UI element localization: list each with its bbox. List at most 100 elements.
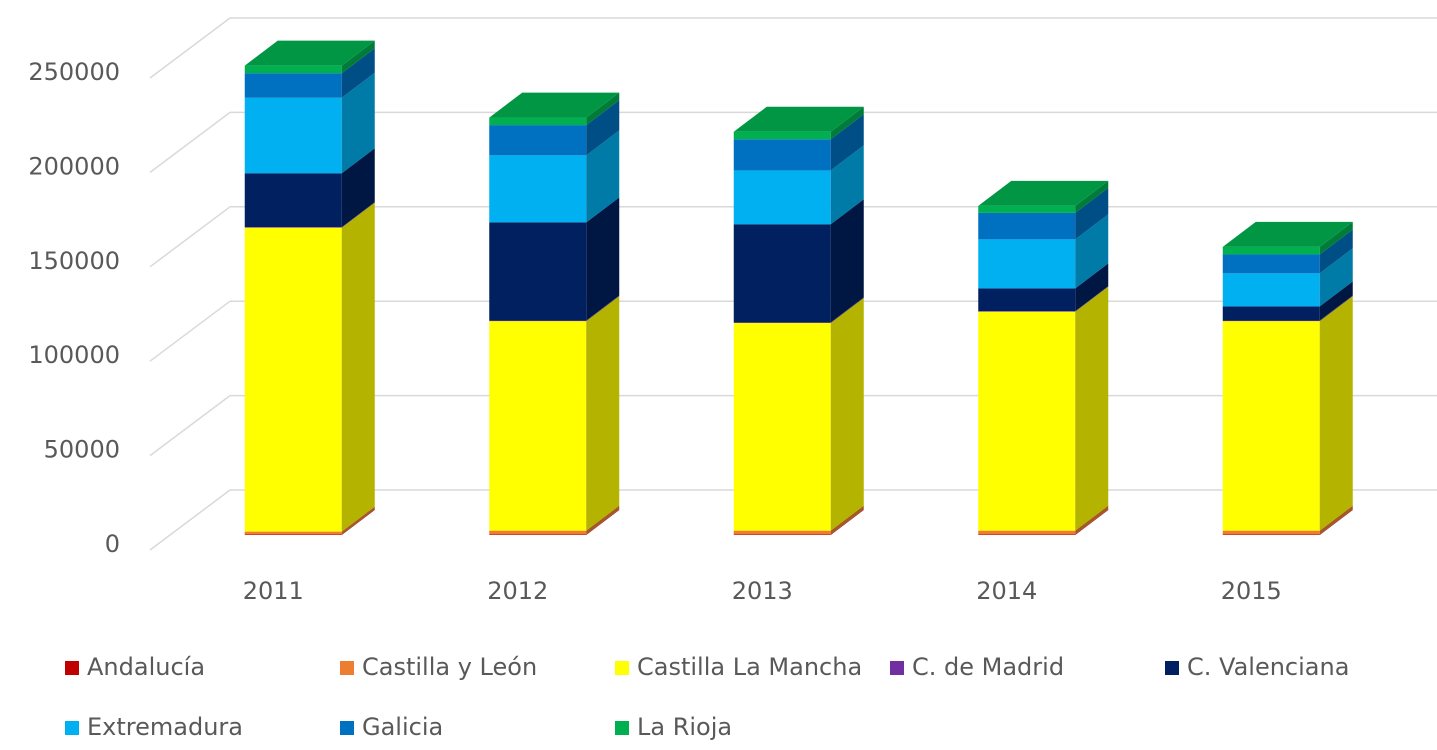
bar-side (1075, 509, 1109, 535)
bar-side (586, 295, 620, 322)
bar-side (341, 509, 375, 535)
bar-side (341, 48, 375, 98)
grid-line (149, 395, 231, 457)
bar-segment (733, 322, 831, 323)
y-tick-label: 50000 (44, 436, 120, 464)
bar-side (586, 197, 620, 321)
bar-side (1075, 505, 1109, 535)
bar-segment (244, 531, 342, 535)
bar-segment (978, 212, 1076, 240)
x-tick-label: 2011 (243, 577, 304, 605)
bar-top (733, 106, 864, 132)
bar-top (1222, 221, 1353, 247)
bar-segment (489, 534, 587, 535)
legend-swatch (615, 721, 629, 735)
bar-segment (489, 321, 587, 531)
bar-side (586, 92, 620, 126)
legend-label: Castilla y León (362, 653, 537, 681)
bar-segment (1222, 320, 1320, 322)
grid-line (149, 111, 231, 173)
bar-segment (733, 139, 831, 171)
legend-label: La Rioja (637, 713, 732, 741)
bar-segment (978, 239, 1076, 289)
bar-side (1075, 286, 1109, 312)
y-tick-label: 150000 (28, 247, 120, 275)
bar-side (341, 202, 375, 532)
bar-side (1319, 281, 1353, 321)
bar-side (1075, 180, 1109, 213)
bar-side (1319, 229, 1353, 274)
bar-segment (489, 125, 587, 156)
bar-segment (1222, 530, 1320, 535)
bar-side (586, 100, 620, 156)
legend-label: C. de Madrid (912, 653, 1064, 681)
grid-line (149, 300, 231, 362)
x-tick-label: 2012 (487, 577, 548, 605)
bar-segment (489, 155, 587, 223)
bar-segment (733, 530, 831, 535)
grid-line (149, 206, 231, 268)
bar-side (830, 114, 864, 171)
bar-segment (978, 311, 1076, 531)
grid-line (149, 489, 231, 551)
bar-segment (1222, 273, 1320, 307)
grid-line (149, 17, 231, 79)
bar-segment (978, 534, 1076, 535)
bar-side (341, 40, 375, 74)
bar-segment (244, 227, 342, 532)
bar-side (341, 202, 375, 228)
bar-side (341, 148, 375, 228)
bar-side (830, 505, 864, 535)
bar-segment (1222, 534, 1320, 535)
bar-top (244, 40, 375, 66)
bar-side (830, 297, 864, 323)
bar-side (1319, 505, 1353, 535)
bar-segment (244, 534, 342, 535)
bar-side (586, 296, 620, 531)
legend-label: C. Valenciana (1187, 653, 1349, 681)
bar-side (830, 509, 864, 535)
legend-label: Galicia (362, 713, 443, 741)
bar-top (978, 180, 1109, 206)
bar-top (489, 92, 620, 118)
bar-side (586, 130, 620, 223)
bar-side (830, 145, 864, 225)
legend-label: Castilla La Mancha (637, 653, 862, 681)
legend-swatch (890, 661, 904, 675)
legend-swatch (340, 661, 354, 675)
bar-side (1319, 295, 1353, 322)
bar-side (341, 506, 375, 535)
x-tick-label: 2015 (1221, 577, 1282, 605)
bar-side (1319, 296, 1353, 531)
bar-segment (489, 117, 587, 126)
bar-segment (733, 224, 831, 323)
bar-segment (733, 322, 831, 531)
bar-segment (244, 227, 342, 228)
legend-swatch (65, 721, 79, 735)
bar-side (830, 106, 864, 140)
legend-swatch (1165, 661, 1179, 675)
bar-segment (1222, 306, 1320, 321)
bar-segment (244, 65, 342, 74)
bar-segment (489, 320, 587, 322)
bar-side (830, 297, 864, 531)
bar-side (1075, 286, 1109, 531)
bar-side (1075, 263, 1109, 312)
bar-segment (244, 73, 342, 98)
bar-segment (1222, 321, 1320, 531)
bar-segment (489, 222, 587, 321)
legend-label: Andalucía (87, 653, 205, 681)
legend-label: Extremadura (87, 713, 243, 741)
bar-segment (244, 97, 342, 174)
bar-segment (978, 530, 1076, 535)
bar-segment (244, 173, 342, 228)
legend-swatch (65, 661, 79, 675)
y-tick-label: 200000 (28, 152, 120, 180)
y-tick-label: 100000 (28, 341, 120, 369)
bar-side (586, 505, 620, 535)
bar-segment (978, 205, 1076, 213)
bar-side (341, 72, 375, 174)
x-tick-label: 2014 (976, 577, 1037, 605)
bar-side (1319, 221, 1353, 255)
